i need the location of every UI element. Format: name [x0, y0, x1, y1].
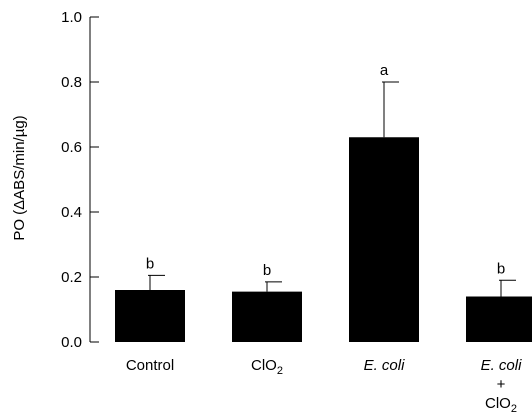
- y-tick-label: 0.0: [61, 334, 82, 351]
- y-tick-label: 0.8: [61, 74, 82, 91]
- category-label-line: ClO2: [485, 395, 517, 415]
- category-label-line: +: [497, 376, 506, 393]
- category-label: E. coli + ClO2: [481, 357, 523, 415]
- bar: [349, 137, 419, 342]
- significance-labels: b b a b: [146, 62, 505, 279]
- y-tick-label: 0.6: [61, 139, 82, 156]
- category-label-part: 2: [511, 403, 517, 415]
- category-label-line: ClO2: [251, 357, 283, 377]
- category-label-line: E. coli: [364, 357, 406, 374]
- category-label-part: ClO: [485, 395, 511, 412]
- category-label: ClO2: [251, 357, 283, 377]
- y-tick-label: 1.0: [61, 9, 82, 26]
- category-labels: Control ClO2 E. coli E. coli+ClO2: [126, 357, 522, 415]
- category-label-part: ClO: [251, 357, 277, 374]
- bar: [232, 291, 302, 342]
- y-tick-label: 0.4: [61, 204, 82, 221]
- bar: [466, 296, 532, 342]
- category-label-part: +: [497, 376, 506, 393]
- significance-letter: a: [380, 62, 389, 79]
- category-label-part: E. coli: [364, 357, 406, 374]
- y-axis-label: PO (ΔABS/min/µg): [11, 115, 28, 240]
- significance-letter: b: [263, 262, 271, 279]
- category-label: E. coli: [364, 357, 406, 374]
- category-label-part: E. coli: [481, 357, 523, 374]
- y-tick-label: 0.2: [61, 269, 82, 286]
- category-label-line: E. coli: [481, 357, 523, 374]
- bars: [115, 137, 532, 342]
- category-label-part: 2: [277, 365, 283, 377]
- category-label-part: Control: [126, 357, 174, 374]
- bar: [115, 290, 185, 342]
- category-label: Control: [126, 357, 174, 374]
- error-bars: [148, 81, 516, 297]
- significance-letter: b: [146, 255, 154, 272]
- category-label-line: Control: [126, 357, 174, 374]
- significance-letter: b: [497, 260, 505, 277]
- y-axis: 0.0 0.2 0.4 0.6 0.8 1.0: [61, 9, 99, 351]
